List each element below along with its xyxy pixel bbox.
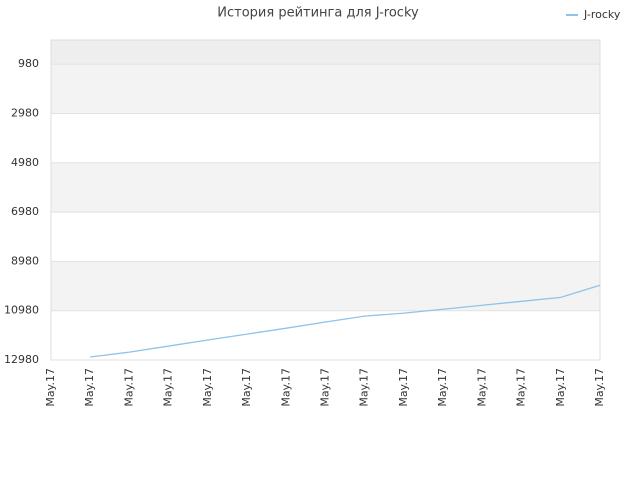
x-tick-label: May.17 [162,368,175,407]
plot-band [51,64,600,114]
plot-band [51,261,600,311]
x-tick-label: May.17 [554,368,567,407]
y-tick-label: 980 [18,57,39,70]
plot-band [51,162,600,213]
x-tick-label: May.17 [397,368,410,407]
plot-band [51,40,600,65]
x-tick-label: May.17 [240,368,253,407]
y-tick-label: 6980 [11,205,39,218]
x-tick-label: May.17 [515,368,528,407]
x-tick-label: May.17 [436,368,449,407]
plot-band [51,113,600,163]
x-tick-label: May.17 [83,368,96,407]
series-line [90,284,601,358]
legend-label: J-rocky [583,8,621,21]
x-tick-label: May.17 [44,368,57,407]
y-tick-label: 10980 [4,304,39,317]
plot-band [51,310,600,360]
y-tick-label: 8980 [11,254,39,267]
y-tick-label: 12980 [4,353,39,366]
chart-title: История рейтинга для J-rocky [217,6,419,21]
x-tick-label: May.17 [358,368,371,407]
x-tick-label: May.17 [122,368,135,407]
x-tick-label: May.17 [279,368,292,407]
x-tick-label: May.17 [475,368,488,407]
x-tick-label: May.17 [319,368,332,407]
plot-band [51,212,600,262]
x-tick-label: May.17 [593,368,606,407]
x-tick-label: May.17 [201,368,214,407]
y-tick-label: 2980 [11,106,39,119]
y-tick-label: 4980 [11,156,39,169]
